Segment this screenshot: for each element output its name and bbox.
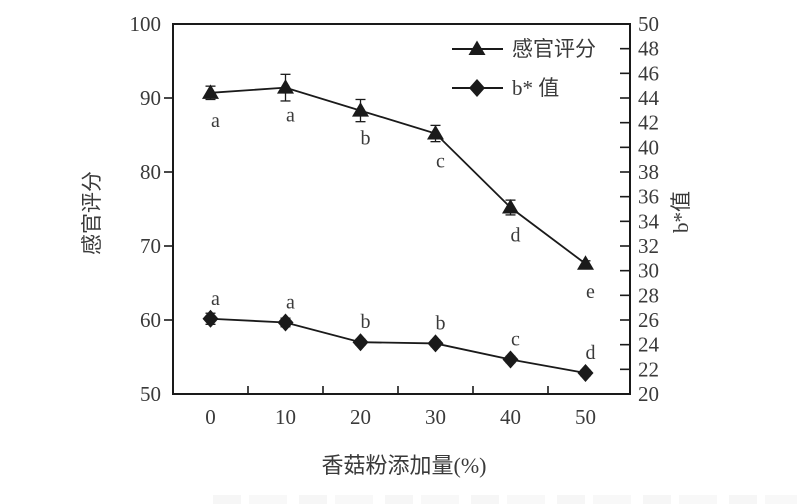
x-axis-tick-label: 40: [500, 405, 521, 429]
x-axis-tick-label: 50: [575, 405, 596, 429]
right-axis-tick-label: 42: [638, 111, 659, 135]
data-point-triangle: [502, 199, 519, 214]
data-point-diamond: [352, 333, 369, 352]
right-axis-tick-label: 44: [638, 86, 660, 110]
right-axis-tick-label: 22: [638, 357, 659, 381]
data-point-diamond: [577, 364, 594, 383]
right-axis-tick-label: 50: [638, 12, 659, 36]
legend-marker-diamond: [469, 79, 485, 97]
right-axis-tick-label: 26: [638, 308, 659, 332]
significance-letter: e: [586, 281, 595, 303]
significance-letter: c: [436, 151, 445, 173]
legend-marker-triangle: [468, 40, 486, 55]
right-axis-title: b*值: [669, 191, 693, 233]
significance-letter: d: [586, 342, 596, 364]
significance-letter: a: [286, 291, 295, 313]
series-line-0: [210, 86, 587, 265]
significance-letter: a: [211, 288, 220, 310]
data-point-diamond: [502, 350, 519, 369]
right-axis-tick-label: 34: [638, 209, 660, 233]
data-point-triangle: [277, 79, 294, 94]
data-point-triangle: [352, 102, 369, 117]
legend-label: b* 值: [512, 76, 559, 100]
left-axis-tick-label: 100: [130, 12, 162, 36]
left-axis-tick-label: 70: [140, 234, 161, 258]
right-axis-tick-label: 48: [638, 37, 659, 61]
x-axis-tick-label: 0: [205, 405, 216, 429]
right-axis-tick-label: 40: [638, 135, 659, 159]
data-point-triangle: [427, 125, 444, 140]
significance-letter: a: [286, 105, 295, 127]
left-axis-tick-label: 50: [140, 382, 161, 406]
right-axis-tick-label: 28: [638, 283, 659, 307]
significance-letter: a: [211, 110, 220, 132]
right-axis-tick-label: 36: [638, 185, 659, 209]
x-axis-title: 香菇粉添加量(%): [322, 453, 487, 478]
cutoff-text-artifact: [213, 495, 797, 504]
legend-label: 感官评分: [512, 37, 596, 61]
series-line-1: [210, 317, 586, 374]
right-axis-tick-label: 32: [638, 234, 659, 258]
data-point-diamond: [277, 313, 294, 332]
significance-letter: b: [361, 128, 371, 150]
significance-letter: d: [511, 225, 521, 247]
data-point-diamond: [202, 309, 219, 328]
right-axis-tick-label: 24: [638, 333, 660, 357]
significance-letter: b: [361, 311, 371, 333]
data-point-triangle: [202, 84, 219, 99]
x-axis-tick-label: 10: [275, 405, 296, 429]
significance-letter: c: [511, 328, 520, 350]
left-axis-tick-label: 80: [140, 160, 161, 184]
plot-frame: [172, 23, 631, 395]
right-axis-tick-label: 46: [638, 61, 659, 85]
significance-letter: b: [436, 312, 446, 334]
left-axis-title: 感官评分: [80, 171, 104, 255]
right-axis-tick-label: 38: [638, 160, 659, 184]
data-point-triangle: [577, 255, 594, 270]
x-axis-tick-label: 20: [350, 405, 371, 429]
x-axis-tick-label: 30: [425, 405, 446, 429]
data-point-diamond: [427, 334, 444, 353]
right-axis-tick-label: 30: [638, 259, 659, 283]
left-axis-tick-label: 90: [140, 86, 161, 110]
right-axis-tick-label: 20: [638, 382, 659, 406]
left-axis-tick-label: 60: [140, 308, 161, 332]
